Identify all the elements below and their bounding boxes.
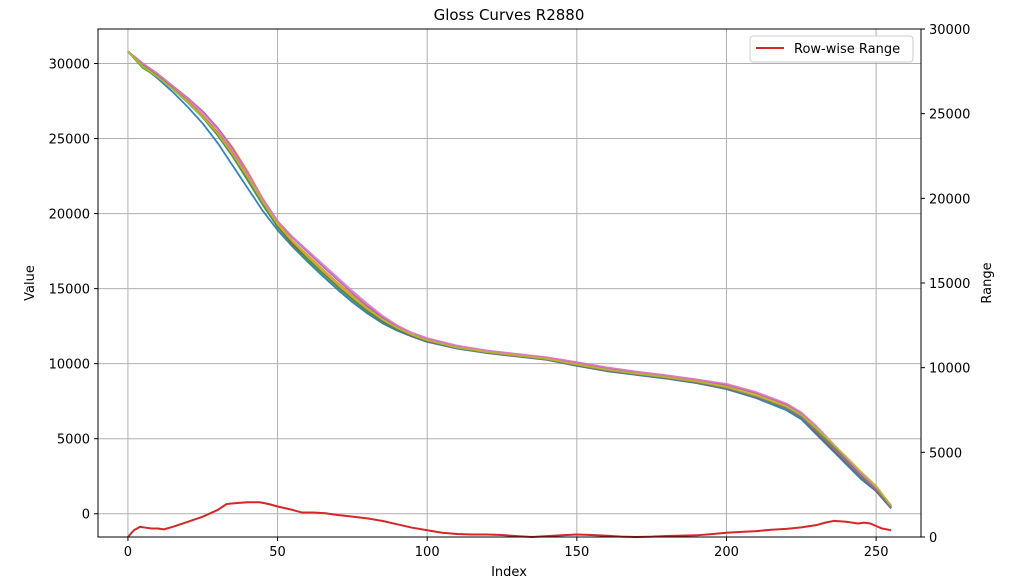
x-tick-label: 100 <box>415 545 440 560</box>
y-axis-right: 0 5000 10000 15000 20000 25000 30000 <box>921 23 970 546</box>
plot-frame <box>97 28 922 538</box>
x-tick-label: 250 <box>864 545 889 560</box>
range-series-line <box>127 501 892 538</box>
y2-tick-label: 25000 <box>929 108 970 123</box>
y-tick-label: 5000 <box>57 433 90 448</box>
y-axis-left: 0 5000 10000 15000 20000 25000 30000 <box>49 58 98 523</box>
grid-lines <box>98 29 921 537</box>
gloss-curve-1 <box>127 50 892 510</box>
y2-tick-label: 30000 <box>929 23 970 38</box>
x-axis-label: Index <box>491 565 527 580</box>
y-tick-label: 15000 <box>49 283 90 298</box>
y-tick-label: 10000 <box>49 358 90 373</box>
chart-title: Gloss Curves R2880 <box>434 6 585 24</box>
y2-tick-label: 5000 <box>929 446 962 461</box>
gloss-curve-4 <box>127 50 892 509</box>
legend-box <box>749 35 914 63</box>
y-axis-label: Value <box>23 265 38 301</box>
y-tick-label: 25000 <box>49 133 90 148</box>
x-tick-label: 50 <box>269 545 286 560</box>
legend-label-range: Row-wise Range <box>794 42 900 57</box>
legend: Row-wise Range <box>749 35 914 63</box>
x-tick-label: 200 <box>714 545 739 560</box>
gloss-curve-5 <box>127 50 892 507</box>
x-axis: 0 50 100 150 200 250 <box>124 537 889 560</box>
curves-layer <box>127 50 892 510</box>
y2-tick-label: 10000 <box>929 362 970 377</box>
gloss-curve-9 <box>127 50 892 507</box>
gloss-curve-7 <box>127 50 892 507</box>
range-layer <box>127 501 892 538</box>
y2-tick-label: 0 <box>929 531 937 546</box>
y2-tick-label: 15000 <box>929 277 970 292</box>
y2-tick-label: 20000 <box>929 192 970 207</box>
y-tick-label: 0 <box>82 508 90 523</box>
y-tick-label: 20000 <box>49 208 90 223</box>
y-tick-label: 30000 <box>49 58 90 73</box>
x-tick-label: 150 <box>564 545 589 560</box>
y2-axis-label: Range <box>980 262 995 303</box>
x-tick-label: 0 <box>124 545 132 560</box>
gloss-curve-3 <box>127 50 892 507</box>
gloss-curve-6 <box>127 50 892 509</box>
